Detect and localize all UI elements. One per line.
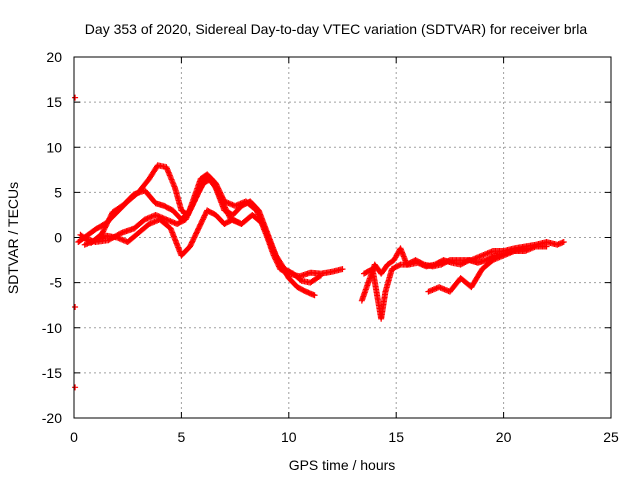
data-points xyxy=(72,94,567,391)
data-point xyxy=(217,195,224,202)
chart-title: Day 353 of 2020, Sidereal Day-to-day VTE… xyxy=(85,21,588,37)
x-axis-label: GPS time / hours xyxy=(289,457,396,473)
x-tick-label: 15 xyxy=(388,429,404,445)
data-point xyxy=(222,204,229,211)
data-point xyxy=(543,243,550,250)
y-tick-label: 0 xyxy=(54,230,62,246)
y-tick-label: 5 xyxy=(54,184,62,200)
data-point xyxy=(72,384,79,391)
data-point xyxy=(339,266,346,273)
data-point xyxy=(224,209,231,216)
data-point xyxy=(396,262,403,269)
x-tick-label: 5 xyxy=(178,429,186,445)
grid xyxy=(74,57,611,418)
y-tick-label: -5 xyxy=(50,275,63,291)
y-tick-label: 15 xyxy=(46,94,62,110)
data-point xyxy=(225,211,232,218)
y-axis-label: SDTVAR / TECUs xyxy=(5,182,21,294)
data-point xyxy=(522,245,529,252)
data-point xyxy=(316,273,323,280)
data-point xyxy=(238,220,245,227)
data-point xyxy=(72,94,79,101)
data-point xyxy=(237,220,244,227)
data-point xyxy=(219,199,226,206)
data-point xyxy=(218,196,225,203)
data-point xyxy=(222,205,229,212)
data-point xyxy=(560,239,567,246)
data-point xyxy=(220,200,227,207)
data-point xyxy=(216,192,223,199)
y-tick-label: -20 xyxy=(42,410,62,426)
data-point xyxy=(218,197,225,204)
data-point xyxy=(72,303,79,310)
data-point xyxy=(221,203,228,210)
data-point xyxy=(220,201,227,208)
x-tick-label: 25 xyxy=(603,429,619,445)
y-tick-label: -10 xyxy=(42,320,62,336)
x-tick-label: 0 xyxy=(70,429,78,445)
axis-ticks: 0 5 10 15 20 25 -20 -15 -10 -5 0 5 10 15 20 xyxy=(42,49,619,445)
data-point xyxy=(318,272,325,279)
data-point xyxy=(217,193,224,200)
y-tick-label: 10 xyxy=(46,139,62,155)
data-point xyxy=(225,212,232,219)
plot-frame xyxy=(73,56,612,419)
x-tick-label: 20 xyxy=(496,429,512,445)
data-point xyxy=(223,207,230,214)
data-point xyxy=(224,208,231,215)
data-point xyxy=(311,292,318,299)
y-tick-label: 20 xyxy=(46,49,62,65)
y-tick-label: -15 xyxy=(42,365,62,381)
x-tick-label: 10 xyxy=(281,429,297,445)
